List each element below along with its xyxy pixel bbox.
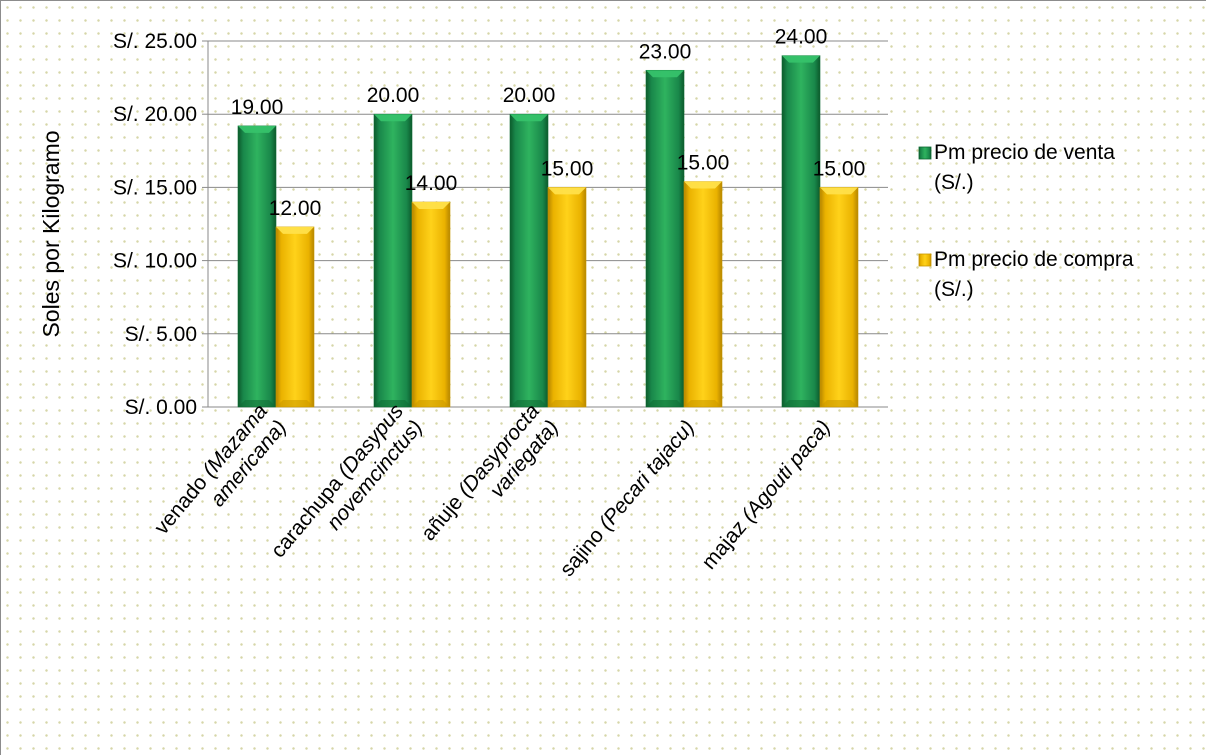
y-tick-label: S/. 10.00 xyxy=(113,250,197,273)
bar-compra xyxy=(547,187,587,408)
x-category-line: carachupa (Dasypus xyxy=(267,399,409,562)
bar-venta xyxy=(781,55,821,408)
legend-swatch-compra xyxy=(918,253,932,267)
y-tick-label: S/. 0.00 xyxy=(125,396,197,419)
legend-label: Pm precio de venta xyxy=(934,141,1115,164)
bar-cap xyxy=(684,181,722,189)
x-category-label: majaz (Agouti paca) xyxy=(698,416,836,574)
y-tick-label: S/. 5.00 xyxy=(125,323,197,346)
data-label: 20.00 xyxy=(503,84,556,107)
bar-base xyxy=(782,400,820,407)
data-label: 19.00 xyxy=(231,96,284,119)
bar-venta xyxy=(509,113,549,408)
bar-base xyxy=(684,400,722,407)
y-tick-label: S/. 20.00 xyxy=(113,103,197,126)
bar-venta xyxy=(645,69,685,408)
data-label: 20.00 xyxy=(367,84,420,107)
legend-label: Pm precio de compra xyxy=(934,248,1134,271)
bar-compra xyxy=(275,226,315,408)
data-label: 23.00 xyxy=(639,40,692,63)
bar-base xyxy=(412,400,450,407)
bar-base xyxy=(374,400,412,407)
bar-compra xyxy=(819,187,859,408)
bar-cap xyxy=(412,202,450,210)
legend-label: (S/.) xyxy=(934,278,974,301)
y-tick-label: S/. 15.00 xyxy=(113,176,197,199)
y-axis-title: Soles por Kilogramo xyxy=(38,130,64,337)
bar-base xyxy=(238,400,276,407)
data-label: 24.00 xyxy=(775,26,828,49)
bar-cap xyxy=(374,114,412,122)
bar-venta xyxy=(237,125,277,408)
bar-base xyxy=(646,400,684,407)
data-label: 12.00 xyxy=(269,197,322,220)
x-category-line: sajino (Pecari tajacu) xyxy=(556,416,700,581)
bar-cap xyxy=(510,114,548,122)
data-label: 15.00 xyxy=(677,152,730,175)
legend-swatch-venta xyxy=(918,146,932,160)
bar-base xyxy=(820,400,858,407)
bar-cap xyxy=(820,187,858,195)
bar-base xyxy=(510,400,548,407)
bar-cap xyxy=(548,187,586,195)
bar-base xyxy=(276,400,314,407)
legend-label: (S/.) xyxy=(934,171,974,194)
x-category-line: majaz (Agouti paca) xyxy=(698,416,836,574)
bar-base xyxy=(548,400,586,407)
x-category-label: sajino (Pecari tajacu) xyxy=(556,416,700,581)
bar-compra xyxy=(683,181,723,408)
data-label: 15.00 xyxy=(813,157,866,180)
bar-venta xyxy=(373,113,413,408)
bar-cap xyxy=(276,226,314,234)
bar-compra xyxy=(411,201,451,408)
data-label: 14.00 xyxy=(405,172,458,195)
y-tick-label: S/. 25.00 xyxy=(113,30,197,53)
bar-cap xyxy=(782,55,820,63)
bar-cap xyxy=(238,125,276,133)
data-label: 15.00 xyxy=(541,157,594,180)
bar-cap xyxy=(646,70,684,78)
